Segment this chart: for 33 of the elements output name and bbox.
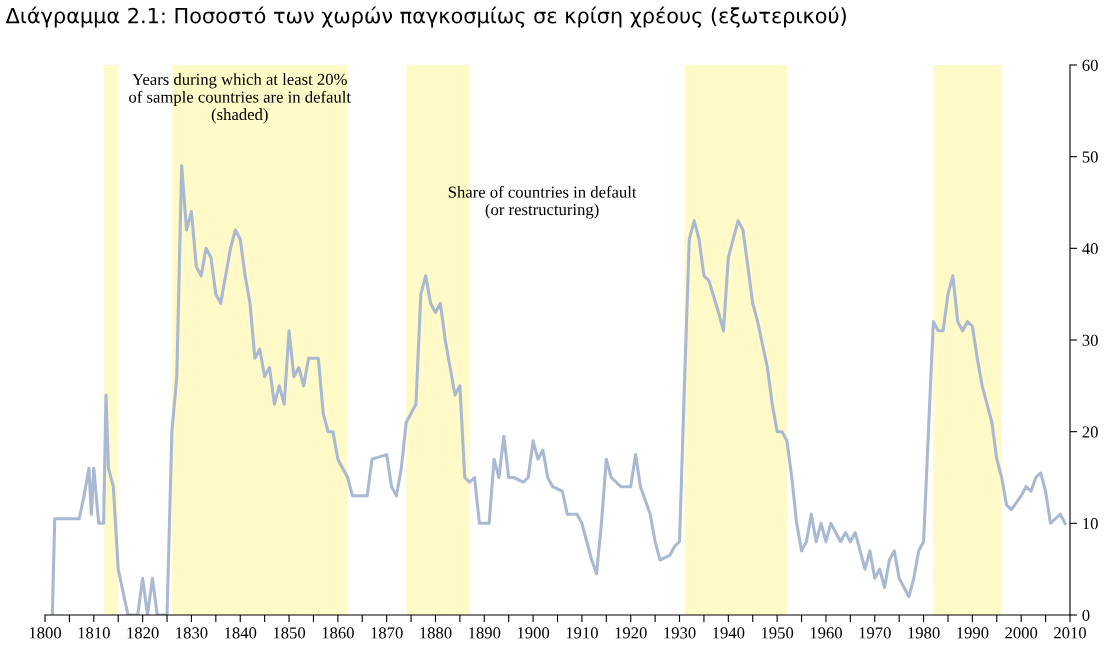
- x-tick-label: 1990: [957, 627, 989, 639]
- y-tick-label: 60: [1082, 59, 1098, 71]
- y-tick-label: 30: [1082, 334, 1098, 346]
- x-tick-label: 1980: [908, 627, 940, 639]
- x-tick-label: 1810: [78, 627, 110, 639]
- y-tick-label: 50: [1082, 151, 1098, 163]
- y-tick-label: 20: [1082, 426, 1098, 438]
- x-tick-label: 1850: [273, 627, 306, 639]
- annotation: Years during which at least 20% of sample countries are in default (shaded): [129, 73, 351, 124]
- x-tick-label: 1950: [761, 627, 794, 639]
- y-tick-label: 0: [1082, 609, 1090, 621]
- x-tick-label: 1930: [664, 627, 696, 639]
- x-tick-label: 1970: [859, 627, 891, 639]
- x-tick-label: 1870: [371, 627, 403, 639]
- x-tick-label: 1910: [566, 627, 598, 639]
- x-tick-label: 1830: [176, 627, 208, 639]
- x-tick-label: 1960: [810, 627, 842, 639]
- x-tick-label: 2010: [1054, 627, 1087, 639]
- x-tick-label: 1890: [469, 627, 501, 639]
- chart-title: Διάγραμμα 2.1: Ποσοστό των χωρών παγκοσμίως σε κρίση χρέους (εξωτερικού): [5, 6, 846, 28]
- x-tick-label: 1860: [322, 627, 354, 639]
- line-series: [50, 164, 1067, 615]
- x-tick-label: 1840: [225, 627, 257, 639]
- x-tick-label: 1940: [713, 627, 745, 639]
- x-tick-label: 2000: [1005, 627, 1038, 639]
- x-tick-label: 1820: [127, 627, 159, 639]
- x-tick-label: 1920: [615, 627, 647, 639]
- x-tick-label: 1800: [29, 627, 62, 639]
- x-tick-label: 1900: [517, 627, 550, 639]
- annotation: Share of countries in default (or restructuring): [448, 185, 637, 219]
- x-tick-label: 1880: [420, 627, 452, 639]
- y-tick-label: 10: [1083, 518, 1098, 530]
- y-tick-label: 40: [1082, 243, 1098, 255]
